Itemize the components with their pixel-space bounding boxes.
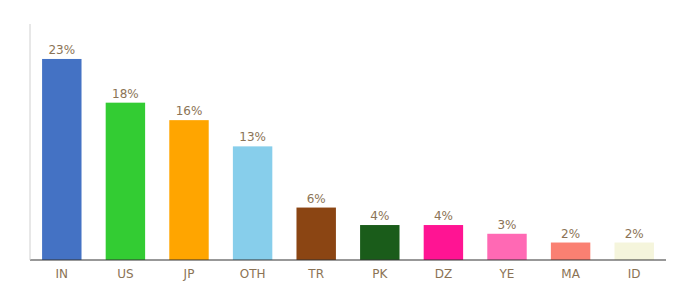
data-label: 2% (561, 227, 580, 241)
y-axis-line (30, 24, 31, 260)
chart: 23% 18% 16% 13% 6% 4% 4% 3% 2% 2% IN US JP OTH TR PK DZ Y… (0, 0, 680, 300)
bar (296, 208, 335, 260)
bar (614, 243, 653, 260)
bar (42, 59, 81, 260)
data-labels: 23% 18% 16% 13% 6% 4% 4% 3% 2% 2% (48, 43, 643, 241)
bar (106, 103, 145, 260)
x-tick-label: JP (183, 267, 195, 281)
x-tick-label: US (117, 267, 133, 281)
bars (42, 59, 654, 260)
x-tick-label: MA (561, 267, 580, 281)
x-axis-line (30, 259, 666, 260)
x-tick-label: TR (307, 267, 324, 281)
data-label: 6% (307, 192, 326, 206)
data-label: 2% (625, 227, 644, 241)
data-label: 13% (239, 130, 266, 144)
bar (233, 146, 272, 260)
bar (360, 225, 399, 260)
data-label: 23% (48, 43, 75, 57)
x-tick-label: OTH (240, 267, 266, 281)
data-label: 18% (112, 87, 139, 101)
x-tick-label: PK (372, 267, 388, 281)
bar (487, 234, 526, 260)
x-tick-label: IN (56, 267, 69, 281)
data-label: 3% (497, 218, 516, 232)
bar (424, 225, 463, 260)
x-tick-label: YE (499, 267, 515, 281)
x-axis: IN US JP OTH TR PK DZ YE MA ID (30, 260, 666, 281)
data-label: 4% (370, 209, 389, 223)
data-label: 4% (434, 209, 453, 223)
bar (551, 243, 590, 260)
x-tick-label: DZ (435, 267, 452, 281)
x-tick-label: ID (628, 267, 641, 281)
chart-container: 23% 18% 16% 13% 6% 4% 4% 3% 2% 2% IN US JP OTH TR PK DZ Y… (0, 0, 680, 300)
data-label: 16% (176, 104, 203, 118)
bar (169, 120, 208, 260)
